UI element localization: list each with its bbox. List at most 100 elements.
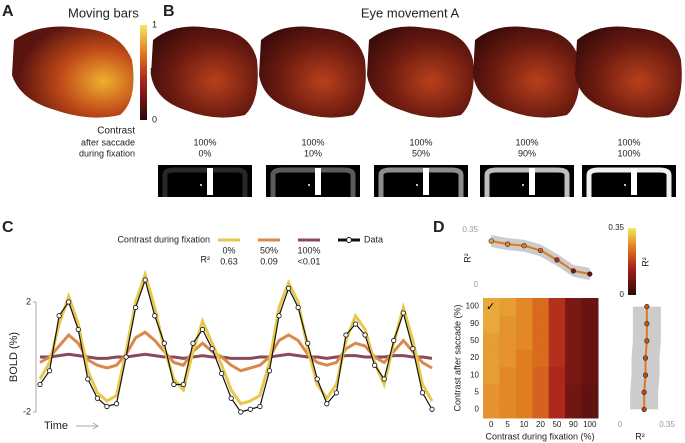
heatmap-cell <box>565 383 583 402</box>
fixation-dot <box>522 184 524 186</box>
series-line <box>40 352 433 360</box>
x-tick-label: 50 <box>552 420 561 429</box>
data-point <box>161 340 167 346</box>
colorbar <box>140 25 147 120</box>
data-point <box>391 337 397 344</box>
x-tick-label: 0 <box>489 420 494 429</box>
brain-map <box>575 26 682 118</box>
y-axis-label: Contrast after saccade (%) <box>452 304 462 411</box>
y-axis-label: R² <box>462 253 472 263</box>
data-point <box>133 304 139 311</box>
panel-letter: D <box>433 219 445 236</box>
stimulus-bar <box>529 168 535 195</box>
panel-letter: C <box>2 219 14 236</box>
data-point <box>209 346 215 352</box>
heatmap-cell <box>581 400 599 419</box>
heatmap-cell <box>565 315 583 333</box>
heatmap-cell <box>581 332 599 350</box>
heatmap-cell <box>515 366 533 385</box>
data-point <box>171 381 177 388</box>
y-tick-label: 0 <box>474 280 479 289</box>
heatmap-cell <box>532 298 550 316</box>
y-tick-label: 50 <box>470 336 479 345</box>
fixation-dot <box>200 184 202 186</box>
brain-map <box>367 26 474 118</box>
x-tick-label: 5 <box>505 420 510 429</box>
legend-marker <box>346 237 352 243</box>
data-point <box>219 370 225 377</box>
x-axis-label: Contrast during fixation (%) <box>485 431 594 441</box>
heatmap-cell <box>581 298 599 316</box>
panel-title: Eye movement A <box>361 5 460 20</box>
fixation-dot <box>624 184 626 186</box>
data-point <box>372 362 378 368</box>
data-point <box>644 321 650 327</box>
stimulus-frame <box>162 167 248 197</box>
brain-map <box>12 26 134 118</box>
heatmap-cell <box>515 298 533 316</box>
data-point <box>410 346 416 352</box>
brain-map <box>151 26 258 118</box>
fixation-dot <box>416 184 418 186</box>
data-point <box>104 403 110 410</box>
y-tick-label: 0 <box>475 405 480 414</box>
heatmap-cell <box>515 383 533 402</box>
y-tick-label: 90 <box>470 319 479 328</box>
heatmap-cell <box>532 400 550 419</box>
data-point <box>276 313 282 319</box>
legend-r2: <0.01 <box>298 256 321 266</box>
data-point <box>587 271 593 277</box>
data-point <box>266 368 273 374</box>
data-point <box>537 247 544 254</box>
data-point <box>305 340 311 346</box>
data-point <box>247 406 253 412</box>
brain-map <box>259 26 366 118</box>
y-axis-label: BOLD (%) <box>8 332 20 382</box>
condition-label: 100% <box>617 137 640 147</box>
heatmap-cell <box>499 332 517 350</box>
heatmap-cell <box>565 332 583 350</box>
data-point <box>152 313 158 319</box>
row-label: after saccade <box>81 137 135 147</box>
data-point <box>56 313 62 319</box>
data-point <box>521 243 527 249</box>
series-line <box>39 330 433 373</box>
data-point <box>75 326 81 333</box>
time-arrow <box>76 422 99 430</box>
data-point <box>419 390 426 396</box>
heatmap-cell <box>483 383 500 402</box>
data-point <box>257 403 263 410</box>
x-tick-label: 100 <box>583 420 597 429</box>
y-tick-label: 2 <box>26 296 31 306</box>
heatmap-cell <box>548 400 566 419</box>
heatmap-cell <box>548 366 566 385</box>
heatmap-cell <box>499 383 517 402</box>
legend-label: 50% <box>260 245 278 255</box>
x-axis-label: Time <box>44 420 68 432</box>
data-point <box>285 285 292 291</box>
legend-label: 100% <box>297 245 320 255</box>
heatmap-cell <box>483 366 500 385</box>
data-point <box>314 376 320 382</box>
stimulus-frame <box>270 167 356 197</box>
heatmap-cell <box>532 315 550 333</box>
heatmap-cell <box>483 298 500 316</box>
row-label: during fixation <box>79 148 135 158</box>
heatmap-cell <box>581 383 599 402</box>
heatmap-cell <box>499 298 517 316</box>
stimulus-frame <box>586 167 672 197</box>
heatmap-cell <box>548 298 566 316</box>
series-line <box>38 269 434 406</box>
heatmap-cell <box>548 383 566 402</box>
data-point <box>180 381 187 388</box>
y-tick-label: 10 <box>470 370 479 379</box>
data-point <box>324 401 330 407</box>
data-point <box>352 321 359 327</box>
x-tick-label: 0 <box>618 420 623 429</box>
heatmap-cell <box>548 349 566 368</box>
colorbar-tick-label: 0.35 <box>608 223 624 232</box>
heatmap-cell <box>499 366 517 385</box>
data-point <box>46 368 53 374</box>
heatmap-cell <box>483 400 500 419</box>
data-point <box>644 338 650 344</box>
